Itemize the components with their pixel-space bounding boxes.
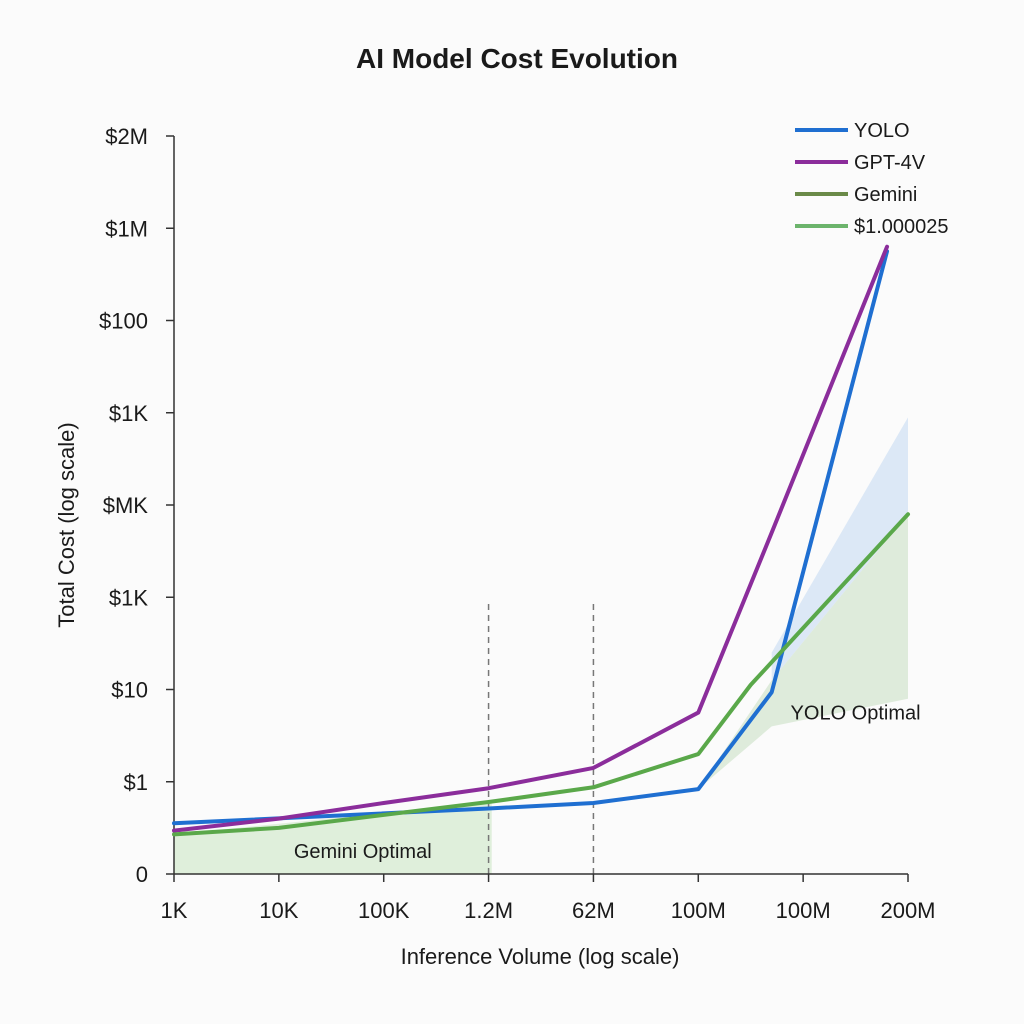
x-tick-label: 100M xyxy=(671,898,726,923)
x-tick-label: 200M xyxy=(880,898,935,923)
reference-lines xyxy=(487,604,595,874)
y-tick-label: $1K xyxy=(109,401,148,426)
series-line-gemini xyxy=(172,512,910,837)
chart-title: AI Model Cost Evolution xyxy=(356,43,678,74)
annotations: Gemini Optimal YOLO Optimal xyxy=(294,703,921,863)
x-tick-label: 1K xyxy=(161,898,188,923)
x-tick-label: 100M xyxy=(776,898,831,923)
y-tick-label: $MK xyxy=(103,493,149,518)
series-line-gpt-4v xyxy=(172,244,890,833)
series-line-yolo xyxy=(172,249,890,826)
y-tick-label: $10 xyxy=(111,678,148,703)
y-tick-label: 0 xyxy=(136,862,148,887)
x-tick-label: 10K xyxy=(259,898,298,923)
legend-label: Gemini xyxy=(854,184,917,206)
y-axis-label: Total Cost (log scale) xyxy=(54,422,79,627)
legend-label: $1.000025 xyxy=(854,216,949,238)
legend: YOLO GPT-4V Gemini $1.000025 xyxy=(795,120,949,238)
region-area-gemini-optimal xyxy=(174,802,492,874)
region-label: Gemini Optimal xyxy=(294,841,432,863)
legend-label: GPT-4V xyxy=(854,152,926,174)
series-layer xyxy=(172,244,910,837)
y-tick-label: $100 xyxy=(99,309,148,334)
region-label: YOLO Optimal xyxy=(791,703,921,725)
y-tick-label: $2M xyxy=(105,124,148,149)
y-ticks: 0 $1 $10 $1K $MK $1K $100 $1M $2M xyxy=(99,124,174,887)
x-axis-label: Inference Volume (log scale) xyxy=(401,944,680,969)
y-tick-label: $1K xyxy=(109,585,148,610)
blue-band-area xyxy=(771,417,908,681)
x-tick-label: 1.2M xyxy=(464,898,513,923)
y-tick-label: $1M xyxy=(105,216,148,241)
axes xyxy=(173,136,908,875)
y-tick-label: $1 xyxy=(124,770,148,795)
legend-label: YOLO xyxy=(854,120,910,142)
x-tick-label: 62M xyxy=(572,898,615,923)
x-ticks: 1K 10K 100K 1.2M 62M 100M 100M 200M xyxy=(161,874,936,923)
x-tick-label: 100K xyxy=(358,898,410,923)
